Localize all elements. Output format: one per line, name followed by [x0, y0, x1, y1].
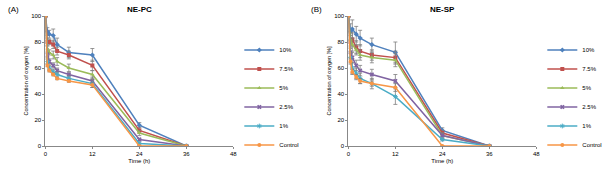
svg-text:20: 20 — [35, 117, 42, 123]
svg-text:(A): (A) — [8, 5, 19, 14]
svg-text:40: 40 — [338, 91, 345, 97]
svg-text:100: 100 — [334, 13, 345, 19]
svg-text:Concentration of oxygen [%]: Concentration of oxygen [%] — [326, 46, 332, 116]
svg-text:100: 100 — [31, 13, 42, 19]
svg-text:12: 12 — [89, 151, 96, 157]
svg-text:20: 20 — [338, 117, 345, 123]
svg-text:7.5%: 7.5% — [582, 66, 596, 72]
svg-text:24: 24 — [439, 151, 446, 157]
svg-text:0: 0 — [44, 151, 48, 157]
svg-text:NE-PC: NE-PC — [127, 5, 152, 14]
svg-text:Control: Control — [279, 142, 298, 148]
svg-text:0: 0 — [341, 143, 345, 149]
svg-text:80: 80 — [338, 39, 345, 45]
svg-text:Time (h): Time (h) — [128, 158, 150, 164]
svg-text:36: 36 — [486, 151, 493, 157]
svg-text:48: 48 — [533, 151, 540, 157]
svg-text:1%: 1% — [279, 123, 288, 129]
svg-text:12: 12 — [392, 151, 399, 157]
svg-text:Control: Control — [582, 142, 601, 148]
svg-text:0: 0 — [347, 151, 351, 157]
svg-text:Concentration of oxygen [%]: Concentration of oxygen [%] — [23, 46, 29, 116]
svg-text:5%: 5% — [582, 85, 591, 91]
svg-text:7.5%: 7.5% — [279, 66, 293, 72]
svg-text:5%: 5% — [279, 85, 288, 91]
svg-text:2.5%: 2.5% — [279, 104, 293, 110]
svg-text:2.5%: 2.5% — [582, 104, 596, 110]
svg-text:48: 48 — [230, 151, 237, 157]
svg-text:NE-SP: NE-SP — [430, 5, 455, 14]
svg-text:1%: 1% — [582, 123, 591, 129]
svg-text:10%: 10% — [279, 47, 292, 53]
svg-text:40: 40 — [35, 91, 42, 97]
svg-text:0: 0 — [38, 143, 42, 149]
svg-text:Time (h): Time (h) — [431, 158, 453, 164]
svg-text:36: 36 — [183, 151, 190, 157]
svg-text:10%: 10% — [582, 47, 595, 53]
svg-text:60: 60 — [338, 65, 345, 71]
svg-text:24: 24 — [136, 151, 143, 157]
svg-text:(B): (B) — [311, 5, 322, 14]
svg-text:60: 60 — [35, 65, 42, 71]
svg-text:80: 80 — [35, 39, 42, 45]
